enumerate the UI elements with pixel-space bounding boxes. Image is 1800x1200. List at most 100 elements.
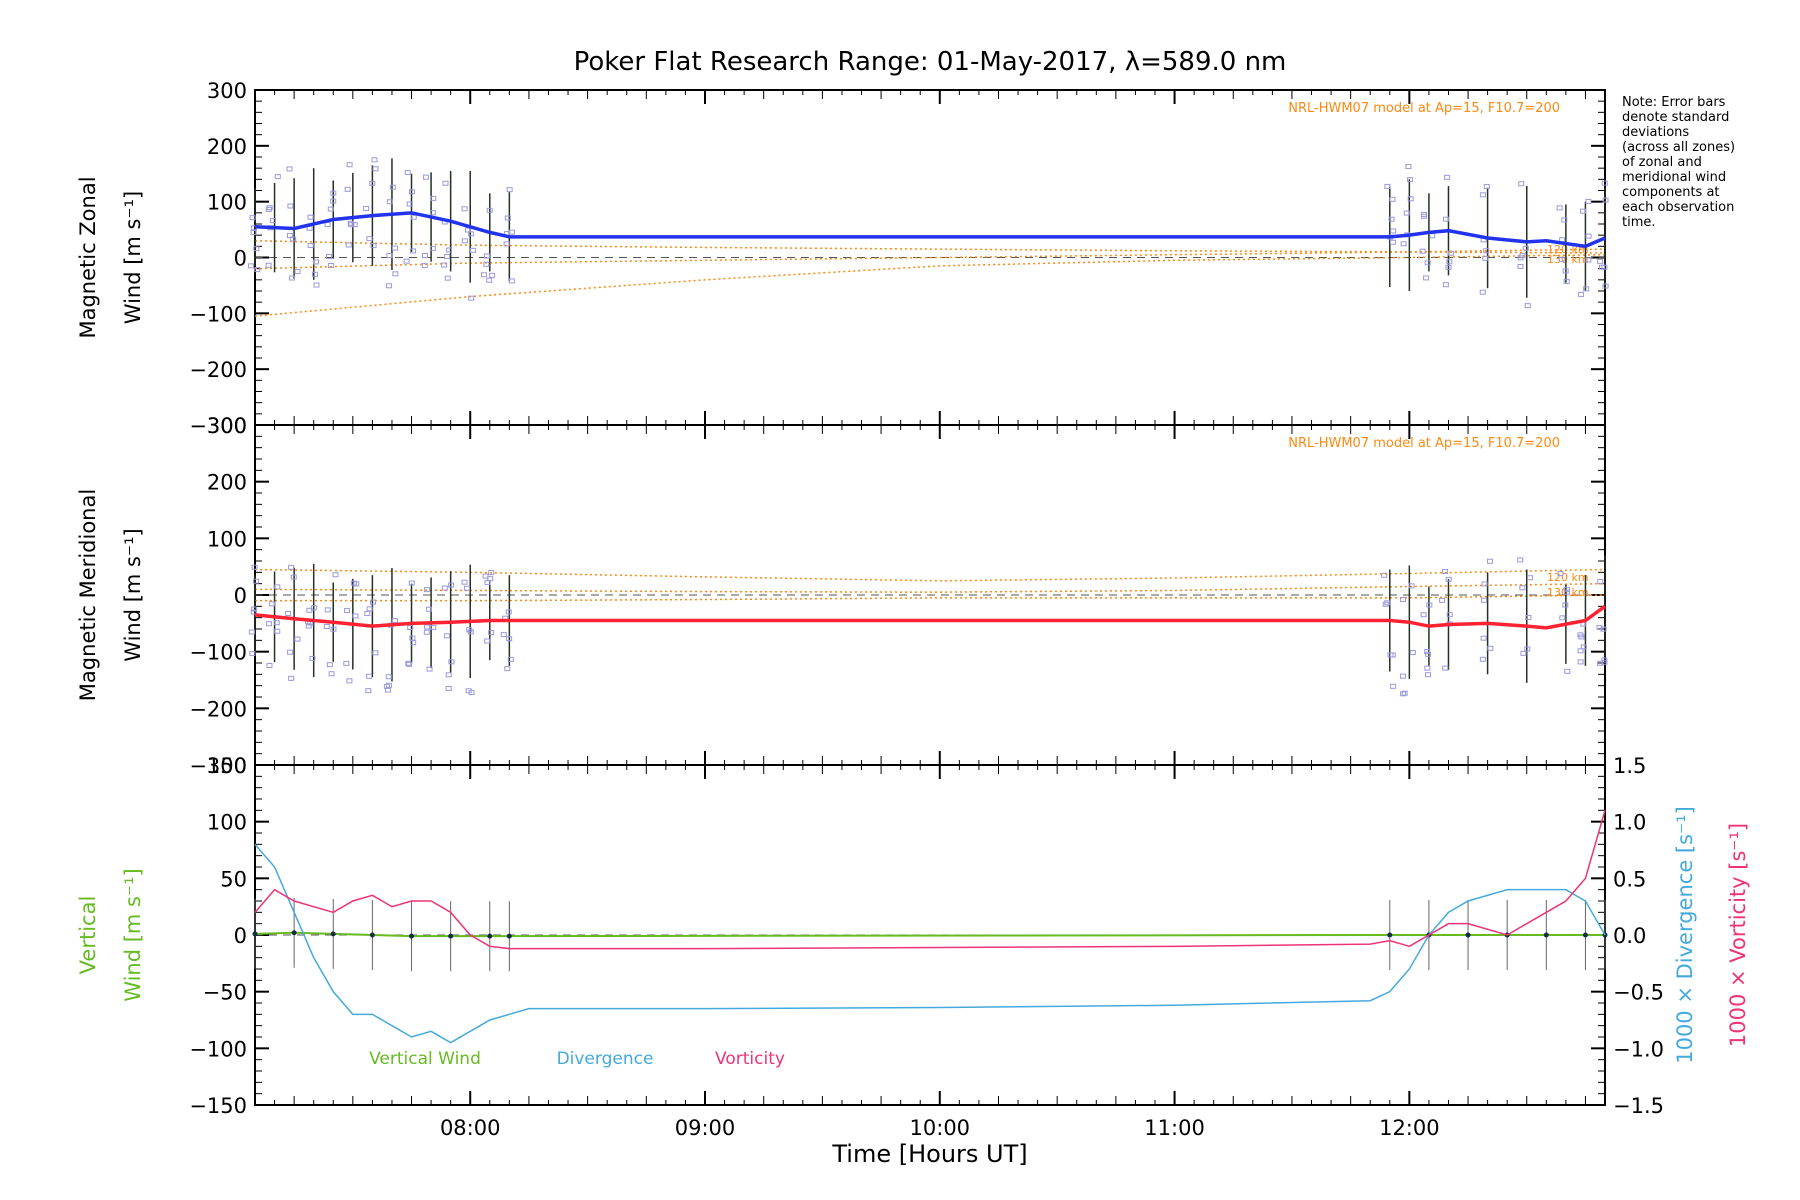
panel-vertical: 150 100 50 0 −50 −100 −150 1.5 1.0 0.5 0.0 −0.5 −1.0… bbox=[76, 754, 1750, 1140]
zone-point bbox=[1564, 668, 1571, 674]
zone-point bbox=[325, 254, 332, 260]
y-axis-label: Magnetic Zonal bbox=[76, 176, 100, 338]
zone-point bbox=[289, 275, 296, 281]
zone-point bbox=[468, 231, 475, 237]
y2-tick-label: 0.5 bbox=[1613, 867, 1646, 891]
zone-point bbox=[1446, 612, 1453, 618]
zone-point bbox=[1424, 665, 1431, 671]
zone-point bbox=[343, 608, 350, 614]
zone-point bbox=[1601, 180, 1608, 186]
y-tick-label: −100 bbox=[189, 641, 247, 665]
zone-point bbox=[348, 222, 355, 228]
series-vorticity bbox=[254, 810, 1606, 950]
vertical-point bbox=[506, 933, 512, 939]
zone-point bbox=[249, 651, 256, 657]
zone-point bbox=[1419, 248, 1426, 254]
vertical-point bbox=[1543, 932, 1549, 938]
zone-point bbox=[1421, 211, 1428, 217]
note-line: of zonal and bbox=[1622, 155, 1702, 170]
y2-tick-label: 0.0 bbox=[1613, 924, 1646, 948]
zone-point bbox=[1480, 635, 1487, 641]
zone-point bbox=[250, 609, 257, 615]
zone-point bbox=[346, 162, 353, 168]
zone-point bbox=[268, 601, 275, 607]
zone-point bbox=[1580, 208, 1587, 214]
zone-point bbox=[508, 278, 515, 284]
zone-point bbox=[1479, 656, 1486, 662]
zone-point bbox=[345, 242, 352, 248]
zone-point bbox=[386, 199, 393, 205]
y-tick-label: −300 bbox=[189, 754, 247, 778]
zone-point bbox=[286, 233, 293, 239]
zone-point bbox=[372, 650, 379, 656]
zone-point bbox=[330, 190, 337, 196]
zone-point bbox=[1524, 646, 1531, 652]
zone-point bbox=[1597, 579, 1604, 585]
y-axis-label-left: Vertical bbox=[76, 896, 100, 975]
zone-point bbox=[1446, 259, 1453, 265]
zone-point bbox=[307, 214, 314, 220]
zone-point bbox=[287, 203, 294, 209]
zone-point bbox=[251, 564, 258, 570]
panel-zonal: 300 200 100 0 −100 −200 −300 NRL-HWM07 model at… bbox=[76, 79, 1609, 438]
zone-point bbox=[1519, 585, 1526, 591]
y-tick-label: 0 bbox=[234, 924, 247, 948]
mean-wind-line bbox=[254, 211, 1606, 249]
y-axis-label: Wind [m s⁻¹] bbox=[121, 191, 145, 324]
note-line: each observation bbox=[1622, 200, 1734, 215]
zone-point bbox=[250, 230, 257, 236]
panels-layer: 300 200 100 0 −100 −200 −300 NRL-HWM07 model at… bbox=[76, 79, 1750, 1140]
zone-point bbox=[1399, 673, 1406, 679]
zone-point bbox=[1487, 558, 1494, 564]
zone-point bbox=[386, 283, 393, 289]
zone-point bbox=[1407, 196, 1414, 202]
zone-point bbox=[363, 205, 370, 211]
x-tick-label: 09:00 bbox=[675, 1116, 736, 1140]
zone-point bbox=[274, 174, 281, 180]
zone-point bbox=[392, 271, 399, 277]
height-label: 130 km bbox=[1547, 253, 1589, 266]
model-curve bbox=[254, 568, 1606, 582]
model-label: NRL-HWM07 model at Ap=15, F10.7=200 bbox=[1288, 101, 1560, 116]
zone-point bbox=[461, 238, 468, 244]
zone-point bbox=[486, 277, 493, 283]
zone-point bbox=[328, 671, 335, 677]
zone-point bbox=[484, 580, 491, 586]
y-tick-label: 300 bbox=[207, 414, 247, 438]
zone-point bbox=[444, 275, 451, 281]
zone-point bbox=[369, 180, 376, 186]
zone-point bbox=[488, 569, 495, 575]
zone-point bbox=[389, 184, 396, 190]
zone-point bbox=[1381, 572, 1388, 578]
chart-title: Poker Flat Research Range: 01-May-2017, … bbox=[574, 47, 1287, 77]
zone-point bbox=[369, 599, 376, 605]
zone-point bbox=[468, 690, 475, 696]
zone-point bbox=[1425, 672, 1432, 678]
note-line: components at bbox=[1622, 185, 1720, 200]
zone-point bbox=[307, 243, 314, 249]
zone-point bbox=[347, 220, 354, 226]
y-axis-label: Magnetic Meridional bbox=[76, 489, 100, 701]
zone-point bbox=[1520, 650, 1527, 656]
y-tick-label: −200 bbox=[189, 697, 247, 721]
zone-point bbox=[423, 174, 430, 180]
zone-point bbox=[1583, 286, 1590, 292]
zone-point bbox=[405, 660, 412, 666]
zone-point bbox=[424, 587, 431, 593]
zone-point bbox=[1562, 602, 1569, 608]
x-tick-label: 08:00 bbox=[440, 1116, 501, 1140]
model-curve bbox=[254, 253, 1606, 317]
zone-point bbox=[404, 170, 411, 176]
zone-point bbox=[484, 638, 491, 644]
zone-point bbox=[446, 247, 453, 253]
zone-point bbox=[366, 606, 373, 612]
zone-point bbox=[1524, 303, 1531, 309]
zone-point bbox=[1481, 597, 1488, 603]
zone-point bbox=[251, 606, 258, 612]
zone-point bbox=[290, 574, 297, 580]
zone-point bbox=[366, 236, 373, 242]
zone-point bbox=[448, 659, 455, 665]
zone-point bbox=[505, 609, 512, 615]
